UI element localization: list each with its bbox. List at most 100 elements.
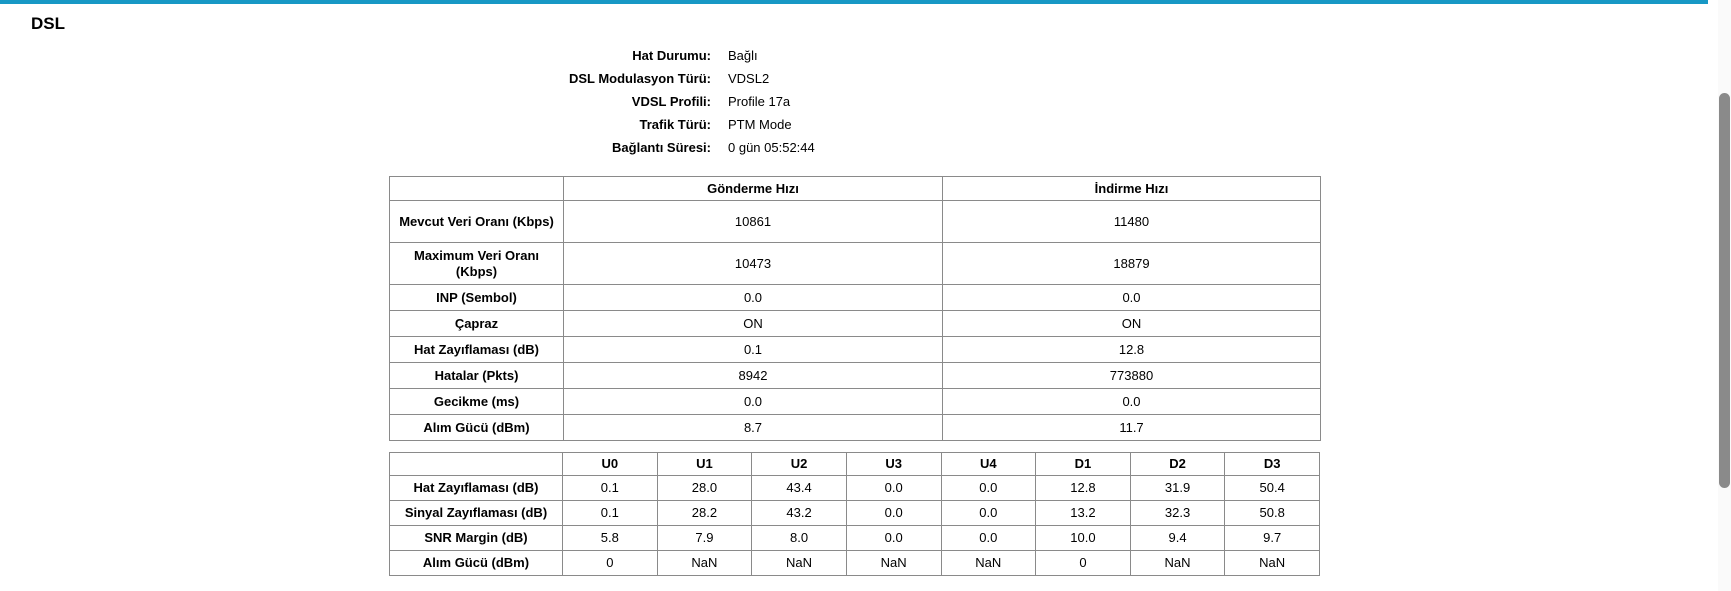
cell-value: 5.8 <box>562 525 658 551</box>
band-col-u4: U4 <box>940 452 1037 476</box>
row-label: Hatalar (Pkts) <box>389 362 564 389</box>
cell-value: 12.8 <box>942 336 1321 363</box>
cell-value: 8942 <box>563 362 943 389</box>
band-col-u0: U0 <box>562 452 658 476</box>
cell-value: 9.4 <box>1129 525 1226 551</box>
cell-value: 773880 <box>942 362 1321 389</box>
cell-value: 0 <box>1035 550 1131 576</box>
table-row: Mevcut Veri Oranı (Kbps) 10861 11480 <box>389 200 1321 243</box>
cell-value: 0.0 <box>942 388 1321 415</box>
info-label: Bağlantı Süresi: <box>612 140 711 155</box>
table-row: Sinyal Zayıflaması (dB) 0.1 28.2 43.2 0.… <box>389 500 1320 526</box>
cell-value: 10473 <box>563 242 943 285</box>
info-row-trafik-turu: Trafik Türü: PTM Mode <box>0 113 815 136</box>
cell-value: 0.0 <box>940 525 1037 551</box>
band-table-corner-cell <box>389 452 563 476</box>
rate-table-header-row: Gönderme Hızı İndirme Hızı <box>389 176 1321 201</box>
table-row: Çapraz ON ON <box>389 310 1321 337</box>
cell-value: 12.8 <box>1035 475 1131 501</box>
rate-table: Gönderme Hızı İndirme Hızı Mevcut Veri O… <box>389 176 1321 441</box>
cell-value: 0.1 <box>562 500 658 526</box>
info-label: Trafik Türü: <box>639 117 711 132</box>
row-label: INP (Sembol) <box>389 284 564 311</box>
band-col-d1: D1 <box>1035 452 1131 476</box>
cell-value: NaN <box>845 550 942 576</box>
cell-value: 0.0 <box>845 525 942 551</box>
info-row-hat-durumu: Hat Durumu: Bağlı <box>0 44 815 67</box>
band-col-u3: U3 <box>845 452 942 476</box>
cell-value: 0.0 <box>563 284 943 311</box>
page-title: DSL <box>31 14 65 33</box>
info-label: Hat Durumu: <box>632 48 711 63</box>
info-value: 0 gün 05:52:44 <box>728 140 815 155</box>
cell-value: 0.1 <box>562 475 658 501</box>
row-label: Hat Zayıflaması (dB) <box>389 336 564 363</box>
band-col-d3: D3 <box>1224 452 1320 476</box>
cell-value: NaN <box>940 550 1037 576</box>
row-label: Hat Zayıflaması (dB) <box>389 475 563 501</box>
row-label: SNR Margin (dB) <box>389 525 563 551</box>
table-row: INP (Sembol) 0.0 0.0 <box>389 284 1321 311</box>
cell-value: 28.2 <box>656 500 753 526</box>
scrollbar-thumb[interactable] <box>1719 93 1730 488</box>
cell-value: 31.9 <box>1129 475 1226 501</box>
cell-value: 0.0 <box>845 475 942 501</box>
row-label: Maximum Veri Oranı (Kbps) <box>389 242 564 285</box>
cell-value: 28.0 <box>656 475 753 501</box>
info-row-baglanti-suresi: Bağlantı Süresi: 0 gün 05:52:44 <box>0 136 815 159</box>
info-value: Profile 17a <box>728 94 791 109</box>
cell-value: 0.1 <box>563 336 943 363</box>
table-row: Maximum Veri Oranı (Kbps) 10473 18879 <box>389 242 1321 285</box>
table-row: Hatalar (Pkts) 8942 773880 <box>389 362 1321 389</box>
table-row: SNR Margin (dB) 5.8 7.9 8.0 0.0 0.0 10.0… <box>389 525 1320 551</box>
cell-value: 10861 <box>563 200 943 243</box>
cell-value: 13.2 <box>1035 500 1131 526</box>
table-row: Alım Gücü (dBm) 0 NaN NaN NaN NaN 0 NaN … <box>389 550 1320 576</box>
cell-value: NaN <box>1224 550 1320 576</box>
scrollbar-track[interactable] <box>1718 0 1731 591</box>
cell-value: NaN <box>1129 550 1226 576</box>
cell-value: 11.7 <box>942 414 1321 441</box>
band-col-u2: U2 <box>751 452 847 476</box>
cell-value: 8.0 <box>751 525 847 551</box>
cell-value: 11480 <box>942 200 1321 243</box>
row-label: Alım Gücü (dBm) <box>389 550 563 576</box>
band-col-u1: U1 <box>656 452 753 476</box>
cell-value: 32.3 <box>1129 500 1226 526</box>
info-label: VDSL Profili: <box>631 94 711 109</box>
rate-table-col-gonderme: Gönderme Hızı <box>563 176 943 201</box>
cell-value: 10.0 <box>1035 525 1131 551</box>
row-label: Sinyal Zayıflaması (dB) <box>389 500 563 526</box>
cell-value: ON <box>942 310 1321 337</box>
info-label: DSL Modulasyon Türü: <box>568 71 711 86</box>
band-table-header-row: U0 U1 U2 U3 U4 D1 D2 D3 <box>389 452 1320 476</box>
dsl-info-list: Hat Durumu: Bağlı DSL Modulasyon Türü: VDS… <box>0 44 815 159</box>
cell-value: 7.9 <box>656 525 753 551</box>
band-table: U0 U1 U2 U3 U4 D1 D2 D3 Hat Zayıflaması … <box>389 452 1320 576</box>
cell-value: 18879 <box>942 242 1321 285</box>
info-row-modulasyon: DSL Modulasyon Türü: VDSL2 <box>0 67 815 90</box>
info-value: VDSL2 <box>728 71 770 86</box>
cell-value: 0.0 <box>563 388 943 415</box>
cell-value: NaN <box>751 550 847 576</box>
info-row-vdsl-profili: VDSL Profili: Profile 17a <box>0 90 815 113</box>
cell-value: ON <box>563 310 943 337</box>
cell-value: 8.7 <box>563 414 943 441</box>
row-label: Çapraz <box>389 310 564 337</box>
top-accent-bar <box>0 0 1708 4</box>
cell-value: NaN <box>656 550 753 576</box>
info-value: PTM Mode <box>728 117 792 132</box>
table-row: Hat Zayıflaması (dB) 0.1 12.8 <box>389 336 1321 363</box>
band-col-d2: D2 <box>1129 452 1226 476</box>
cell-value: 0.0 <box>940 475 1037 501</box>
cell-value: 43.2 <box>751 500 847 526</box>
cell-value: 43.4 <box>751 475 847 501</box>
cell-value: 0.0 <box>940 500 1037 526</box>
row-label: Mevcut Veri Oranı (Kbps) <box>389 200 564 243</box>
table-row: Hat Zayıflaması (dB) 0.1 28.0 43.4 0.0 0… <box>389 475 1320 501</box>
table-row: Gecikme (ms) 0.0 0.0 <box>389 388 1321 415</box>
cell-value: 0 <box>562 550 658 576</box>
cell-value: 50.4 <box>1224 475 1320 501</box>
rate-table-corner-cell <box>389 176 564 201</box>
cell-value: 50.8 <box>1224 500 1320 526</box>
